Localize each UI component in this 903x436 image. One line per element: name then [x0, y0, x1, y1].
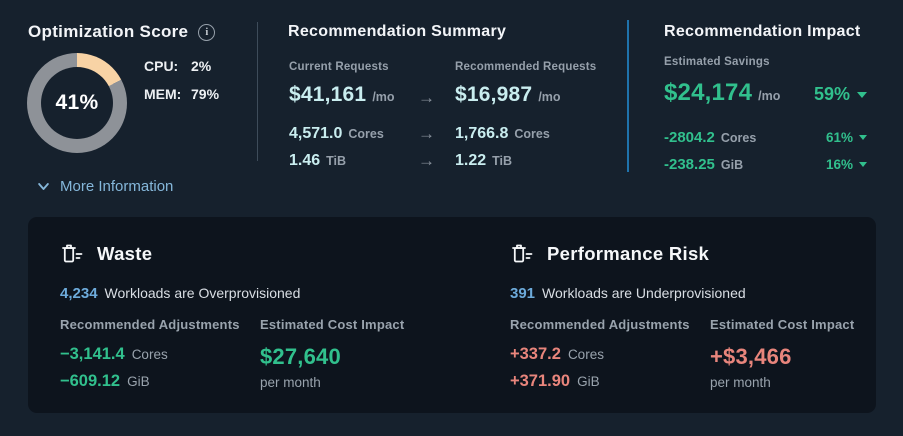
current-cores-value: 4,571.0 — [289, 125, 343, 142]
performance-risk-count-row: 391 Workloads are Underprovisioned — [510, 285, 746, 302]
impact-memory-unit: GiB — [720, 158, 744, 172]
performance-risk-header: Performance Risk — [510, 242, 709, 266]
impact-memory-row: -238.25 GiB 16% — [664, 156, 867, 173]
performance-risk-title: Performance Risk — [547, 243, 710, 264]
recommended-cost-value: $16,987 — [455, 83, 533, 106]
donut-hole: 41% — [41, 67, 113, 139]
cpu-value: 2% — [191, 58, 212, 74]
trend-down-icon — [859, 162, 867, 167]
risk-cores-adjustment: +337.2 Cores — [510, 345, 604, 364]
risk-memory-unit: GiB — [577, 374, 600, 389]
resource-score-stats: CPU: 2% MEM: 79% — [144, 58, 219, 114]
more-information-label: More Information — [60, 178, 174, 195]
recommended-cost-unit: /mo — [538, 90, 561, 104]
cpu-label: CPU: — [144, 58, 179, 74]
risk-cores-value: +337.2 — [510, 345, 561, 363]
current-cost-unit: /mo — [372, 90, 395, 104]
current-cost-value: $41,161 — [289, 83, 367, 106]
waste-memory-unit: GiB — [127, 374, 150, 389]
recommended-cores-value: 1,766.8 — [455, 125, 509, 142]
risk-impact-period: per month — [710, 375, 771, 390]
recommendation-impact-title: Recommendation Impact — [664, 23, 861, 40]
chevron-down-icon — [38, 183, 49, 190]
trend-down-icon — [859, 135, 867, 140]
waste-cores-adjustment: −3,141.4 Cores — [60, 345, 168, 364]
current-memory-unit: TiB — [326, 154, 347, 168]
underprovisioned-count: 391 — [510, 285, 536, 302]
optimization-score-donut: 41% — [27, 53, 127, 153]
waste-cores-value: −3,141.4 — [60, 345, 125, 363]
arrow-right-icon: → — [418, 124, 435, 143]
savings-row: $24,174 /mo 59% — [664, 79, 867, 107]
divider-vertical-blue — [627, 20, 629, 172]
impact-cores-percent: 61% — [825, 130, 853, 145]
overprovisioned-count: 4,234 — [60, 285, 98, 302]
risk-memory-adjustment: +371.90 GiB — [510, 372, 600, 391]
summary-cores-recommended: 1,766.8 Cores — [455, 125, 550, 143]
current-memory-value: 1.46 — [289, 152, 321, 169]
waste-count-row: 4,234 Workloads are Overprovisioned — [60, 285, 300, 302]
savings-unit: /mo — [758, 89, 781, 103]
more-information-link[interactable]: More Information — [36, 178, 173, 195]
impact-cores-unit: Cores — [720, 131, 757, 145]
risk-adjustments-label: Recommended Adjustments — [510, 317, 690, 332]
summary-memory-current: 1.46 TiB — [289, 152, 346, 170]
current-requests-label: Current Requests — [289, 61, 389, 73]
recommended-memory-unit: TiB — [492, 154, 513, 168]
waste-trash-icon — [62, 244, 83, 263]
recommended-memory-value: 1.22 — [455, 152, 487, 169]
overprovisioned-desc: Workloads are Overprovisioned — [104, 285, 301, 301]
recommended-cores-unit: Cores — [514, 127, 550, 141]
risk-memory-value: +371.90 — [510, 372, 571, 390]
waste-adjustments-label: Recommended Adjustments — [60, 317, 240, 332]
impact-memory-value: -238.25 — [664, 156, 715, 173]
optimization-score-header: Optimization Score i — [28, 22, 216, 42]
recommended-requests-label: Recommended Requests — [455, 61, 597, 73]
waste-header: Waste — [60, 242, 152, 266]
impact-memory-percent: 16% — [825, 157, 853, 172]
trend-down-icon — [857, 91, 867, 98]
info-icon[interactable]: i — [198, 23, 216, 41]
cpu-score-row: CPU: 2% — [144, 58, 219, 74]
waste-impact-label: Estimated Cost Impact — [260, 317, 405, 332]
underprovisioned-desc: Workloads are Underprovisioned — [542, 285, 746, 301]
waste-title: Waste — [97, 243, 153, 264]
divider-vertical-gray — [257, 22, 258, 161]
mem-value: 79% — [191, 86, 220, 102]
mem-label: MEM: — [144, 86, 182, 102]
arrow-right-icon: → — [418, 151, 435, 170]
current-cores-unit: Cores — [348, 127, 384, 141]
savings-percent: 59% — [813, 84, 850, 104]
performance-risk-trash-icon — [512, 244, 533, 263]
summary-memory-recommended: 1.22 TiB — [455, 152, 512, 170]
risk-impact-value: +$3,466 — [710, 344, 792, 369]
summary-cost-current: $41,161 /mo — [289, 83, 395, 107]
summary-cost-recommended: $16,987 /mo — [455, 83, 561, 107]
workload-insights-card: Waste 4,234 Workloads are Overprovisione… — [28, 217, 876, 413]
recommendation-summary-title: Recommendation Summary — [288, 23, 507, 40]
waste-memory-adjustment: −609.12 GiB — [60, 372, 150, 391]
waste-cores-unit: Cores — [131, 347, 168, 362]
impact-cores-row: -2804.2 Cores 61% — [664, 129, 867, 146]
waste-impact-period: per month — [260, 375, 321, 390]
savings-value: $24,174 — [664, 79, 753, 106]
summary-cores-current: 4,571.0 Cores — [289, 125, 384, 143]
impact-cores-value: -2804.2 — [664, 129, 715, 146]
estimated-savings-label: Estimated Savings — [664, 56, 770, 68]
optimization-score-value: 41% — [55, 91, 99, 114]
arrow-right-icon: → — [418, 88, 435, 107]
risk-cores-unit: Cores — [567, 347, 604, 362]
mem-score-row: MEM: 79% — [144, 86, 219, 102]
optimization-score-title: Optimization Score — [28, 22, 189, 41]
waste-impact-value: $27,640 — [260, 344, 341, 369]
waste-memory-value: −609.12 — [60, 372, 121, 390]
risk-impact-label: Estimated Cost Impact — [710, 317, 855, 332]
